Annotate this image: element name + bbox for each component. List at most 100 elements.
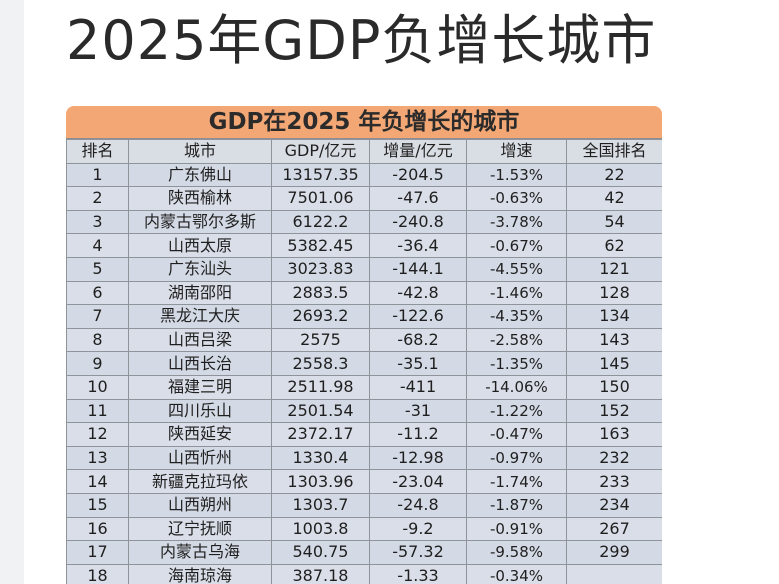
cell-rank: 6 (66, 280, 129, 306)
cell-national-rank: 234 (566, 492, 662, 518)
header-increment: 增量/亿元 (369, 139, 467, 164)
table-row: 1 广东佛山 13157.35 -204.5 -1.53% 22 (66, 162, 662, 188)
table-row: 2 陕西榆林 7501.06 -47.6 -0.63% 42 (66, 186, 662, 211)
cell-gdp: 6122.2 (271, 209, 370, 235)
cell-growth-rate: -9.58% (466, 540, 567, 565)
cell-city: 湖南邵阳 (128, 280, 272, 306)
cell-rank: 12 (66, 422, 129, 447)
cell-increment: -57.32 (369, 540, 467, 565)
cell-national-rank (566, 563, 662, 584)
cell-growth-rate: -0.67% (466, 233, 567, 258)
cell-rank: 13 (66, 445, 129, 471)
cell-rank: 2 (66, 186, 129, 211)
cell-national-rank: 121 (566, 256, 662, 282)
table-row: 15 山西朔州 1303.7 -24.8 -1.87% 234 (66, 492, 662, 518)
header-growth-rate: 增速 (466, 139, 567, 164)
cell-increment: -68.2 (369, 327, 467, 353)
cell-increment: -24.8 (369, 492, 467, 518)
cell-city: 山西长治 (128, 351, 272, 376)
cell-gdp: 7501.06 (271, 186, 370, 211)
table-row: 5 广东汕头 3023.83 -144.1 -4.55% 121 (66, 256, 662, 282)
cell-growth-rate: -0.47% (466, 422, 567, 447)
cell-increment: -9.2 (369, 516, 467, 542)
cell-increment: -204.5 (369, 162, 467, 188)
cell-increment: -31 (369, 398, 467, 424)
cell-growth-rate: -1.53% (466, 162, 567, 188)
table-body: 1 广东佛山 13157.35 -204.5 -1.53% 22 2 陕西榆林 7501.06-… (66, 162, 662, 584)
cell-national-rank: 134 (566, 304, 662, 329)
cell-city: 广东佛山 (128, 162, 272, 188)
cell-gdp: 1003.8 (271, 516, 370, 542)
cell-increment: -11.2 (369, 422, 467, 447)
table-row: 11 四川乐山 2501.54 -31 -1.22% 152 (66, 398, 662, 424)
content-card: 2025年GDP负增长城市 GDP在2025 年负增长的城市 排名 城市 GDP… (24, 0, 779, 584)
cell-rank: 5 (66, 256, 129, 282)
cell-national-rank: 22 (566, 162, 662, 188)
cell-gdp: 540.75 (271, 540, 370, 565)
cell-rank: 10 (66, 374, 129, 400)
cell-city: 黑龙江大庆 (128, 304, 272, 329)
cell-growth-rate: -1.87% (466, 492, 567, 518)
page-title: 2025年GDP负增长城市 (66, 9, 657, 72)
cell-gdp: 2501.54 (271, 398, 370, 424)
cell-rank: 17 (66, 540, 129, 565)
cell-increment: -12.98 (369, 445, 467, 471)
cell-rank: 11 (66, 398, 129, 424)
cell-growth-rate: -1.46% (466, 280, 567, 306)
gdp-table: 排名 城市 GDP/亿元 增量/亿元 增速 全国排名 1 广东佛山 13157.35… (66, 139, 662, 584)
cell-gdp: 1330.4 (271, 445, 370, 471)
cell-gdp: 2693.2 (271, 304, 370, 329)
cell-increment: -23.04 (369, 469, 467, 494)
cell-city: 山西朔州 (128, 492, 272, 518)
cell-increment: -35.1 (369, 351, 467, 376)
cell-growth-rate: -0.97% (466, 445, 567, 471)
cell-growth-rate: -1.22% (466, 398, 567, 424)
cell-national-rank: 299 (566, 540, 662, 565)
cell-rank: 14 (66, 469, 129, 494)
table-row: 16 辽宁抚顺 1003.8 -9.2 -0.91% 267 (66, 516, 662, 542)
cell-city: 山西太原 (128, 233, 272, 258)
cell-national-rank: 233 (566, 469, 662, 494)
cell-city: 山西忻州 (128, 445, 272, 471)
header-city: 城市 (128, 139, 272, 164)
cell-growth-rate: -14.06% (466, 374, 567, 400)
cell-increment: -122.6 (369, 304, 467, 329)
cell-increment: -240.8 (369, 209, 467, 235)
cell-city: 内蒙古鄂尔多斯 (128, 209, 272, 235)
cell-city: 辽宁抚顺 (128, 516, 272, 542)
cell-city: 陕西延安 (128, 422, 272, 447)
table-row: 18 海南琼海 387.18 -1.33 -0.34% (66, 563, 662, 584)
cell-city: 海南琼海 (128, 563, 272, 584)
cell-city: 新疆克拉玛依 (128, 469, 272, 494)
cell-rank: 4 (66, 233, 129, 258)
cell-city: 四川乐山 (128, 398, 272, 424)
cell-national-rank: 267 (566, 516, 662, 542)
cell-growth-rate: -3.78% (466, 209, 567, 235)
cell-city: 福建三明 (128, 374, 272, 400)
table-row: 4 山西太原 5382.45 -36.4 -0.67% 62 (66, 233, 662, 258)
table-row: 6 湖南邵阳 2883.5 -42.8 -1.46% 128 (66, 280, 662, 306)
table-row: 9 山西长治 2558.3 -35.1 -1.35% 145 (66, 351, 662, 376)
header-gdp: GDP/亿元 (271, 139, 370, 164)
cell-increment: -144.1 (369, 256, 467, 282)
table-row: 10 福建三明 2511.98 -411 -14.06% 150 (66, 374, 662, 400)
cell-rank: 7 (66, 304, 129, 329)
cell-rank: 3 (66, 209, 129, 235)
cell-growth-rate: -0.91% (466, 516, 567, 542)
cell-growth-rate: -1.74% (466, 469, 567, 494)
cell-national-rank: 150 (566, 374, 662, 400)
table-row: 12 陕西延安 2372.17 -11.2 -0.47% 163 (66, 422, 662, 447)
table-row: 13 山西忻州 1330.4 -12.98 -0.97% 232 (66, 445, 662, 471)
cell-gdp: 1303.96 (271, 469, 370, 494)
cell-national-rank: 42 (566, 186, 662, 211)
cell-city: 内蒙古乌海 (128, 540, 272, 565)
table-row: 7 黑龙江大庆 2693.2 -122.6 -4.35% 134 (66, 304, 662, 329)
cell-increment: -42.8 (369, 280, 467, 306)
cell-increment: -36.4 (369, 233, 467, 258)
table-title: GDP在2025 年负增长的城市 (66, 106, 662, 139)
table-row: 8 山西吕梁 2575 -68.2 -2.58% 143 (66, 327, 662, 353)
cell-gdp: 1303.7 (271, 492, 370, 518)
cell-gdp: 2883.5 (271, 280, 370, 306)
cell-gdp: 2511.98 (271, 374, 370, 400)
cell-gdp: 13157.35 (271, 162, 370, 188)
